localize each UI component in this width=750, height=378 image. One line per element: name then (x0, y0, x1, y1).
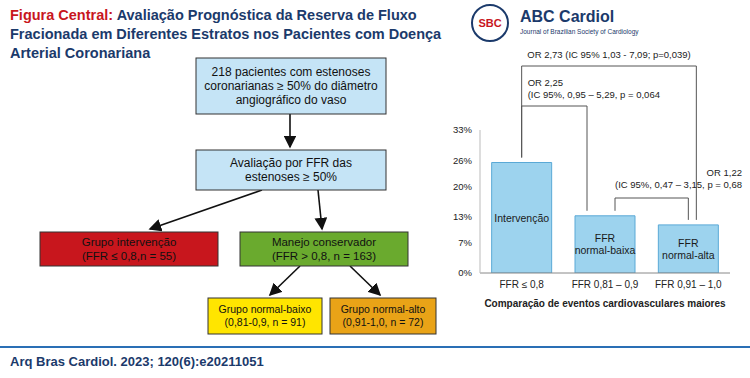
svg-text:(FFR ≤ 0,8,n = 55): (FFR ≤ 0,8,n = 55) (82, 250, 176, 262)
svg-text:FFR ≤ 0,8: FFR ≤ 0,8 (499, 279, 544, 290)
html-text:Arq Bras Cardiol. 2023; 120(6): Arq Bras Cardiol. 2023; 120(6):e20211051 (10, 354, 264, 369)
html-text:ABC Cardiol: ABC Cardiol (520, 8, 615, 25)
svg-text:estenoses ≥ 50%: estenoses ≥ 50% (245, 170, 337, 184)
svg-text:SBC: SBC (478, 17, 501, 29)
svg-text:33%: 33% (453, 124, 473, 135)
svg-text:13%: 13% (453, 211, 473, 222)
html-text:Figura Central: Avaliação Prog: Figura Central: Avaliação Prognóstica da… (10, 7, 442, 61)
svg-text:(FFR > 0,8, n = 163): (FFR > 0,8, n = 163) (272, 250, 376, 262)
svg-text:7%: 7% (458, 237, 472, 248)
svg-text:Grupo intervenção: Grupo intervenção (82, 236, 177, 248)
svg-text:OR 1,22: OR 1,22 (707, 167, 742, 178)
svg-text:(0,91-1,0, n = 72): (0,91-1,0, n = 72) (343, 316, 424, 328)
svg-text:FFRnormal-alta: FFRnormal-alta (662, 237, 715, 261)
svg-text:Intervenção: Intervenção (494, 212, 549, 224)
svg-text:218 pacientes com estenoses: 218 pacientes com estenoses (212, 65, 371, 79)
svg-text:Manejo conservador: Manejo conservador (272, 236, 376, 248)
svg-text:FFR 0,81 – 0,9: FFR 0,81 – 0,9 (572, 279, 639, 290)
svg-text:angiográfico do vaso: angiográfico do vaso (236, 93, 347, 107)
svg-text:Grupo normal-baixo: Grupo normal-baixo (219, 303, 312, 315)
svg-text:Grupo normal-alto: Grupo normal-alto (341, 303, 426, 315)
svg-text:(0,81-0,9, n = 91): (0,81-0,9, n = 91) (225, 316, 306, 328)
svg-text:Avaliação por FFR das: Avaliação por FFR das (230, 156, 352, 170)
svg-text:(IC 95%, 0,47 – 3,15, p = 0,68: (IC 95%, 0,47 – 3,15, p = 0,68 (615, 179, 742, 190)
svg-text:20%: 20% (453, 181, 473, 192)
svg-text:FFRnormal-baixa: FFRnormal-baixa (575, 232, 636, 256)
svg-text:26%: 26% (453, 155, 473, 166)
svg-text:FFR 0,91 – 1,0: FFR 0,91 – 1,0 (655, 279, 722, 290)
svg-text:0%: 0% (458, 267, 472, 278)
html-text:Comparação de eventos cardiova: Comparação de eventos cardiovasculares m… (484, 298, 726, 309)
svg-text:OR 2,25: OR 2,25 (528, 77, 563, 88)
svg-text:OR 2,73 (IC 95% 1,03 - 7,09; p: OR 2,73 (IC 95% 1,03 - 7,09; p=0,039) (527, 49, 690, 60)
svg-text:coronarianas ≥ 50% do diâmetro: coronarianas ≥ 50% do diâmetro (204, 79, 378, 93)
svg-text:(IC 95%, 0,95 – 5,29, p = 0,06: (IC 95%, 0,95 – 5,29, p = 0,064 (528, 89, 660, 100)
html-text:Journal of Brazilian Society o: Journal of Brazilian Society of Cardiolo… (520, 28, 639, 35)
